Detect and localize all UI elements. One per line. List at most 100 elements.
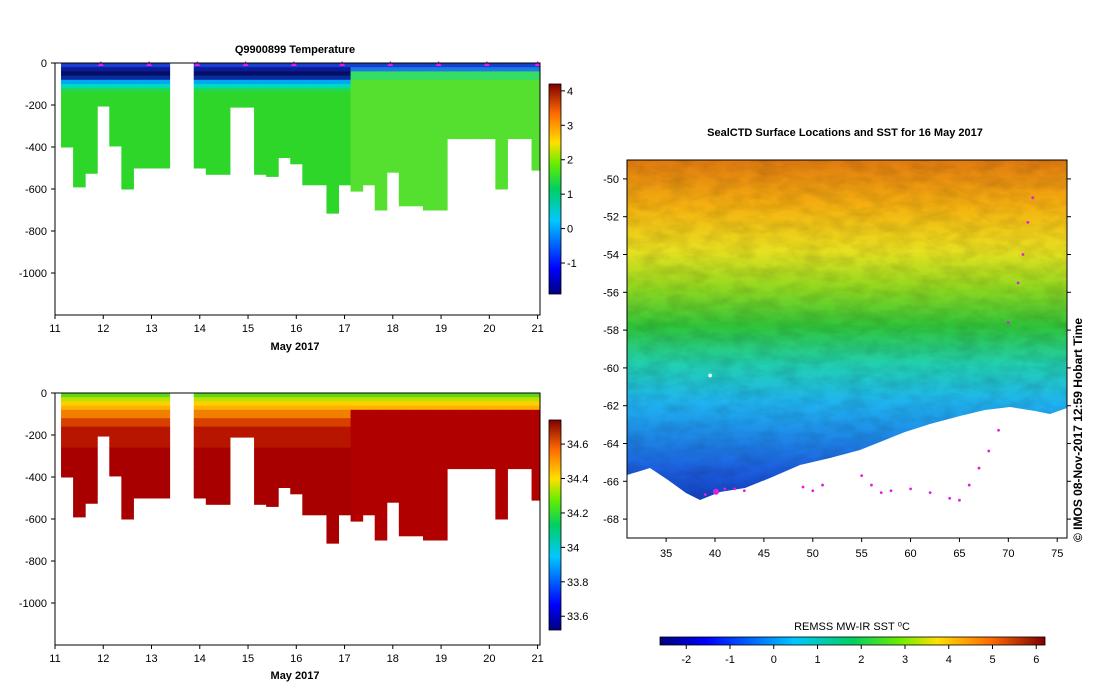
salinity-cell [157,464,171,470]
salinity-cell [507,409,520,415]
salinity-cell [531,485,540,491]
salinity-cell [362,435,376,440]
salinity-cell [314,405,327,411]
salinity-cell [133,409,146,415]
salinity-cell [531,460,540,465]
salinity-cell [205,460,219,465]
salinity-cell [362,481,376,486]
track-point [977,466,981,470]
temperature-cell [495,92,508,98]
salinity-cell [73,397,86,402]
temperature-cell [507,88,520,93]
temperature-cell [398,193,412,198]
salinity-cell [350,439,364,444]
salinity-cell [386,426,400,432]
salinity-cell [435,405,448,411]
salinity-cell [447,409,460,415]
salinity-cell [495,489,508,495]
salinity-cell [254,401,267,407]
temperature-cell [326,96,340,102]
temperature-cell [459,121,472,127]
temperature-cell [145,109,159,114]
salinity-cell [85,426,98,432]
temperature-cell [519,109,533,114]
salinity-cell [435,414,448,419]
temperature-cell [447,96,460,102]
y-tick-label: -400 [25,472,47,484]
temperature-cell [374,193,388,198]
salinity-cell [338,485,352,491]
salinity-cell [350,447,364,453]
salinity-cell [471,439,484,444]
temperature-cell [254,138,267,144]
temperature-cell [519,130,533,135]
temperature-cell [278,109,291,114]
salinity-cell [278,472,291,478]
salinity-cell [326,472,340,478]
salinity-cell [229,418,243,423]
temperature-cell [374,88,388,93]
temperature-cell [410,138,424,144]
temperature-cell [278,79,291,85]
map-y-tick-label: -62 [603,401,619,413]
salinity-cell [314,472,327,478]
salinity-cell [254,485,267,491]
temperature-cell [145,75,159,81]
temperature-cell [471,105,484,110]
temperature-cell [314,63,327,68]
salinity-cell [362,401,376,407]
salinity-cell [205,397,219,402]
temperature-cell [266,121,279,127]
temperature-cell [314,67,327,72]
map-colorbar-tick-label: 1 [814,654,820,666]
temperature-cell [495,172,508,177]
temperature-cell [61,71,74,77]
temperature-cell [435,180,448,186]
salinity-cell [242,430,255,436]
temperature-cell [254,147,267,152]
temperature-cell [435,189,448,194]
y-tick-label: -400 [25,142,47,154]
temperature-cell [410,180,424,186]
temperature-cell [507,75,520,81]
salinity-cell [459,447,472,453]
temperature-cell [290,147,303,152]
salinity-cell [290,472,303,478]
salinity-cell [314,460,327,465]
salinity-cell [242,409,255,415]
temperature-cell [205,117,219,123]
temperature-cell [205,155,219,161]
salinity-cell [483,422,496,428]
temperature-cell [422,193,436,198]
salinity-cell [471,422,484,428]
salinity-cell [338,414,352,419]
salinity-cell [157,481,171,486]
salinity-cell [398,456,412,461]
salinity-cell [290,405,303,411]
colorbar-tick-label: 1 [567,189,573,201]
map-colorbar-tick-label: 3 [902,654,908,666]
salinity-cell [61,422,74,428]
temperature-cell [205,92,219,98]
temperature-cell [398,184,412,190]
temperature-title: Q9900899 Temperature [235,44,355,56]
temperature-cell [483,126,496,131]
temperature-cell [531,117,540,123]
track-point [997,428,1000,432]
temperature-cell [302,147,315,152]
temperature-cell [302,117,315,123]
salinity-cell [229,405,243,411]
salinity-cell [302,435,315,440]
temperature-cell [326,109,340,114]
temperature-cell [157,92,171,98]
temperature-cell [302,75,315,81]
salinity-cell [398,506,412,512]
temperature-cell [85,138,98,144]
temperature-cell [217,63,231,68]
salinity-cell [374,498,388,503]
temperature-cell [157,96,171,102]
temperature-cell [242,75,255,81]
temperature-cell [266,75,279,81]
salinity-cell [386,393,400,398]
temperature-cell [278,155,291,158]
